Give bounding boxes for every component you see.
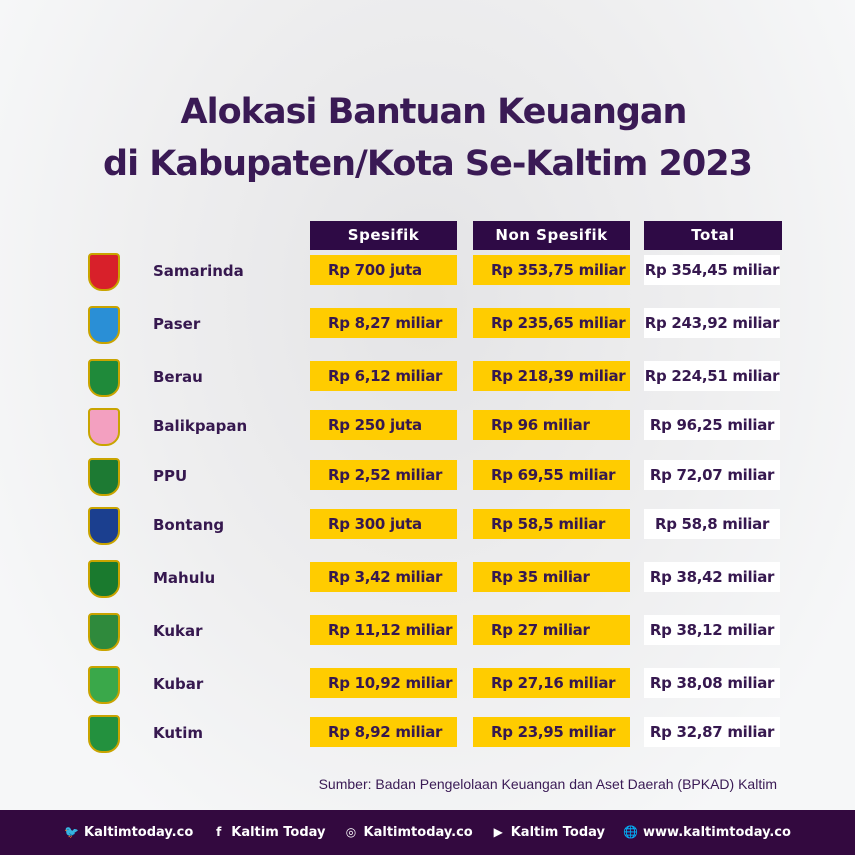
non-spesifik-value: Rp 96 miliar — [473, 410, 630, 440]
footer-link-label: www.kaltimtoday.co — [643, 825, 791, 840]
table-row: Paser Rp 8,27 miliar Rp 235,65 miliar Rp… — [0, 306, 855, 346]
spesifik-value: Rp 700 juta — [310, 255, 457, 285]
non-spesifik-value: Rp 353,75 miliar — [473, 255, 630, 285]
source-note: Sumber: Badan Pengelolaan Keuangan dan A… — [318, 776, 777, 792]
total-value: Rp 72,07 miliar — [644, 460, 780, 490]
region-name: Kukar — [153, 622, 203, 640]
spesifik-value: Rp 8,92 miliar — [310, 717, 457, 747]
table-row: Mahulu Rp 3,42 miliar Rp 35 miliar Rp 38… — [0, 560, 855, 600]
region-name: Paser — [153, 315, 201, 333]
region-name: Mahulu — [153, 569, 216, 587]
region-name: Bontang — [153, 516, 225, 534]
spesifik-value: Rp 2,52 miliar — [310, 460, 457, 490]
non-spesifik-value: Rp 218,39 miliar — [473, 361, 630, 391]
instagram-icon: ◎ — [345, 825, 357, 839]
twitter-icon: 🐦 — [64, 825, 80, 839]
region-name: Samarinda — [153, 262, 244, 280]
total-value: Rp 38,12 miliar — [644, 615, 780, 645]
total-value: Rp 58,8 miliar — [644, 509, 780, 539]
spesifik-value: Rp 6,12 miliar — [310, 361, 457, 391]
regency-emblem-icon — [88, 507, 120, 545]
total-value: Rp 354,45 miliar — [644, 255, 780, 285]
footer-link[interactable]: f Kaltim Today — [211, 825, 325, 840]
regency-emblem-icon — [88, 408, 120, 446]
spesifik-value: Rp 11,12 miliar — [310, 615, 457, 645]
total-value: Rp 38,42 miliar — [644, 562, 780, 592]
globe-icon: 🌐 — [623, 825, 638, 839]
footer-link[interactable]: 🌐 www.kaltimtoday.co — [623, 825, 791, 840]
total-value: Rp 96,25 miliar — [644, 410, 780, 440]
non-spesifik-value: Rp 27 miliar — [473, 615, 630, 645]
non-spesifik-value: Rp 235,65 miliar — [473, 308, 630, 338]
spesifik-value: Rp 300 juta — [310, 509, 457, 539]
footer-link-label: Kaltim Today — [231, 825, 326, 840]
region-name: Balikpapan — [153, 417, 248, 435]
spesifik-value: Rp 8,27 miliar — [310, 308, 457, 338]
non-spesifik-value: Rp 58,5 miliar — [473, 509, 630, 539]
footer-bar: 🐦 Kaltimtoday.co f Kaltim Today ◎ Kaltimtoday… — [0, 810, 855, 855]
footer-link-label: Kaltimtoday.co — [363, 825, 473, 840]
region-name: Berau — [153, 368, 203, 386]
table-row: Balikpapan Rp 250 juta Rp 96 miliar Rp 9… — [0, 408, 855, 448]
title-line-1: Alokasi Bantuan Keuangan — [180, 92, 688, 132]
region-name: PPU — [153, 467, 188, 485]
column-header-non-spesifik: Non Spesifik — [473, 221, 630, 250]
non-spesifik-value: Rp 35 miliar — [473, 562, 630, 592]
regency-emblem-icon — [88, 613, 120, 651]
regency-emblem-icon — [88, 458, 120, 496]
regency-emblem-icon — [88, 253, 120, 291]
table-row: Berau Rp 6,12 miliar Rp 218,39 miliar Rp… — [0, 359, 855, 399]
table-row: Samarinda Rp 700 juta Rp 353,75 miliar R… — [0, 253, 855, 293]
title-line-2: di Kabupaten/Kota Se-Kaltim 2023 — [103, 144, 753, 184]
table-row: Kukar Rp 11,12 miliar Rp 27 miliar Rp 38… — [0, 613, 855, 653]
footer-link-label: Kaltim Today — [510, 825, 606, 840]
column-header-spesifik: Spesifik — [310, 221, 457, 250]
region-name: Kubar — [153, 675, 204, 693]
region-name: Kutim — [153, 724, 203, 742]
spesifik-value: Rp 250 juta — [310, 410, 457, 440]
regency-emblem-icon — [88, 715, 120, 753]
total-value: Rp 38,08 miliar — [644, 668, 780, 698]
non-spesifik-value: Rp 27,16 miliar — [473, 668, 630, 698]
footer-link[interactable]: ◎ Kaltimtoday.co — [344, 825, 473, 840]
footer-link-label: Kaltimtoday.co — [84, 825, 194, 840]
table-row: PPU Rp 2,52 miliar Rp 69,55 miliar Rp 72… — [0, 458, 855, 498]
footer-link[interactable]: 🐦 Kaltimtoday.co — [64, 825, 193, 840]
spesifik-value: Rp 10,92 miliar — [310, 668, 457, 698]
column-header-total: Total — [644, 221, 782, 250]
non-spesifik-value: Rp 69,55 miliar — [473, 460, 630, 490]
footer-link[interactable]: ▶ Kaltim Today — [491, 825, 605, 840]
table-row: Bontang Rp 300 juta Rp 58,5 miliar Rp 58… — [0, 507, 855, 547]
facebook-icon: f — [216, 825, 222, 839]
total-value: Rp 243,92 miliar — [644, 308, 780, 338]
regency-emblem-icon — [88, 666, 120, 704]
total-value: Rp 32,87 miliar — [644, 717, 780, 747]
youtube-icon: ▶ — [493, 825, 503, 839]
non-spesifik-value: Rp 23,95 miliar — [473, 717, 630, 747]
table-row: Kutim Rp 8,92 miliar Rp 23,95 miliar Rp … — [0, 715, 855, 755]
regency-emblem-icon — [88, 359, 120, 397]
total-value: Rp 224,51 miliar — [644, 361, 780, 391]
regency-emblem-icon — [88, 306, 120, 344]
regency-emblem-icon — [88, 560, 120, 598]
spesifik-value: Rp 3,42 miliar — [310, 562, 457, 592]
table-row: Kubar Rp 10,92 miliar Rp 27,16 miliar Rp… — [0, 666, 855, 706]
